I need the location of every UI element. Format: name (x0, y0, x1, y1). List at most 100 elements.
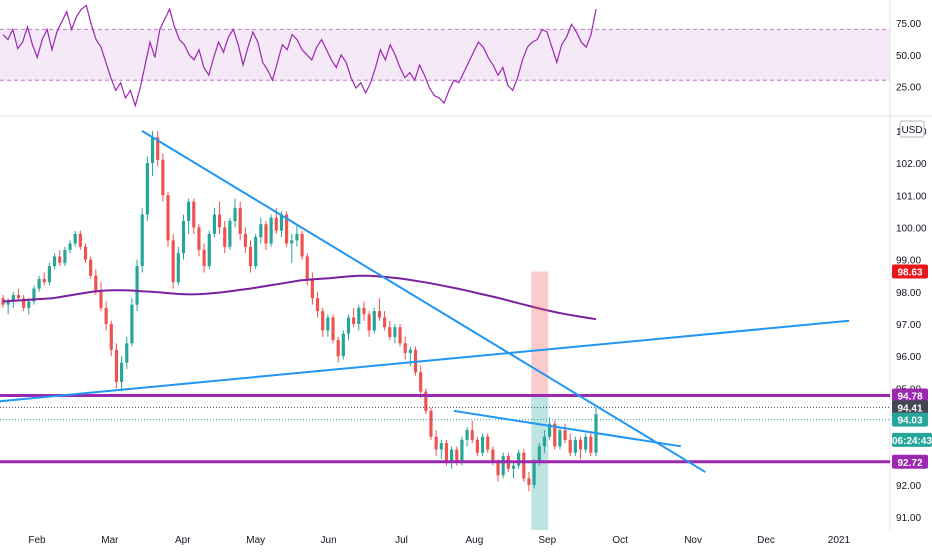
candle (27, 298, 31, 315)
rsi-band (0, 29, 890, 81)
candle-body (300, 233, 304, 257)
candle-body (408, 349, 412, 353)
candle-body (274, 217, 278, 231)
candle (558, 427, 562, 450)
candle (295, 224, 299, 247)
candle-body (305, 256, 309, 279)
candle-body (181, 221, 186, 254)
candle (532, 459, 536, 489)
candle-body (89, 259, 93, 276)
currency-box[interactable] (899, 120, 925, 138)
candle (568, 433, 572, 456)
candle (326, 314, 330, 337)
price-badge-bg (892, 454, 928, 469)
candle-body (331, 317, 335, 341)
candle-body (254, 237, 258, 267)
price-badge-label: 94.41 (897, 403, 922, 414)
candle-body (197, 227, 201, 250)
price-badge-bg (892, 400, 928, 415)
candle (465, 427, 469, 447)
candle (171, 233, 175, 289)
candle (217, 201, 222, 234)
candle-body (367, 314, 371, 331)
candle-body (470, 430, 474, 440)
price-badge-label: 94.78 (897, 391, 922, 402)
candle-body (480, 436, 485, 453)
rsi-tick-label: 50.00 (896, 51, 921, 62)
price-badge[interactable]: 94.78 (892, 388, 928, 403)
candle (104, 301, 108, 331)
candle (470, 420, 474, 444)
candle-body (511, 465, 516, 469)
candle-body (145, 163, 149, 215)
price-badge[interactable]: 94.03 (892, 412, 928, 427)
price-tick-label: 101.00 (896, 191, 927, 202)
candle (424, 388, 428, 415)
price-tick-label: 102.00 (896, 159, 927, 170)
candle (259, 217, 263, 244)
descending-trend-line[interactable] (141, 130, 706, 473)
candle-body (22, 298, 26, 308)
price-badge[interactable]: 98.63 (892, 264, 928, 279)
candle-body (269, 217, 273, 244)
candle-body (444, 443, 449, 463)
candle-body (357, 307, 361, 324)
x-axis-label: Jun (321, 535, 337, 546)
candle (130, 298, 134, 347)
candle (377, 298, 382, 321)
candle-body (377, 311, 382, 318)
candle (357, 304, 361, 331)
candle-body (491, 449, 495, 463)
candle (403, 336, 407, 360)
candle-body (589, 436, 593, 453)
candle-body (238, 208, 242, 234)
candle-body (120, 362, 124, 382)
candle (589, 433, 593, 456)
ascending-trend-line[interactable] (0, 319, 850, 403)
drawings-layer[interactable] (0, 130, 890, 530)
candle (140, 208, 144, 273)
candle-body (94, 275, 98, 292)
candle (264, 221, 268, 250)
candle-body (527, 478, 531, 485)
candle (501, 452, 505, 479)
candle-body (63, 249, 67, 263)
candle (584, 433, 588, 453)
candle (480, 433, 485, 456)
candle-body (285, 214, 289, 244)
candle (563, 423, 567, 444)
candle (176, 246, 180, 286)
candle-body (73, 233, 77, 244)
candle-body (568, 439, 572, 453)
price-badge-label: 94.03 (897, 416, 922, 427)
candle-body (243, 233, 247, 247)
position-stop-zone[interactable] (531, 271, 549, 396)
candle (114, 343, 119, 389)
candle (527, 472, 531, 492)
candle (578, 436, 583, 460)
candle-body (295, 233, 299, 241)
candle-body (403, 343, 407, 353)
candle-body (264, 224, 268, 244)
wedge-trend-line[interactable] (453, 409, 682, 448)
moving-average-line (2, 274, 597, 321)
candle (243, 227, 247, 254)
candle (58, 249, 62, 267)
candle-body (450, 449, 454, 463)
candle-body (455, 449, 459, 463)
candle (321, 307, 325, 337)
price-pane (1, 130, 598, 492)
candle-body (578, 439, 583, 450)
candle (83, 243, 88, 263)
price-badge[interactable]: 06:24:43 (892, 432, 932, 447)
x-axis-label: Mar (101, 535, 119, 546)
price-badge[interactable]: 94.41 (892, 400, 928, 415)
candle (22, 295, 26, 312)
price-badge-bg (892, 388, 928, 403)
candle (429, 407, 433, 440)
price-badge[interactable]: 92.72 (892, 454, 928, 469)
rsi-tick-label: 75.00 (896, 19, 921, 30)
